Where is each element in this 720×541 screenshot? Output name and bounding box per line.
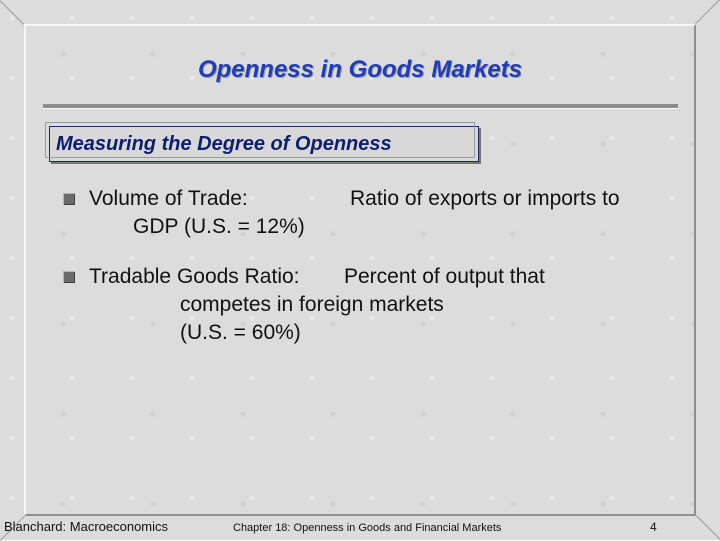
bullet-2-definition: Percent of output that xyxy=(344,265,545,288)
page-number: 4 xyxy=(650,520,657,534)
corner-bevel-top-right xyxy=(695,0,720,25)
title-underline xyxy=(43,104,678,108)
bullet-2-term: Tradable Goods Ratio: xyxy=(89,265,300,288)
bullet-1-definition: Ratio of exports or imports to xyxy=(350,187,620,210)
footer-chapter: Chapter 18: Openness in Goods and Financ… xyxy=(233,522,502,534)
corner-bevel-bottom-right xyxy=(695,515,720,540)
subtitle-box xyxy=(45,122,479,162)
slide-subtitle: Measuring the Degree of Openness xyxy=(56,133,392,155)
corner-bevel-top-left xyxy=(0,0,25,25)
bullet-2-continuation-2: (U.S. = 60%) xyxy=(180,321,301,344)
bullet-2-continuation-1: competes in foreign markets xyxy=(180,293,444,316)
bullet-1-continuation: GDP (U.S. = 12%) xyxy=(133,215,305,238)
slide-title: Openness in Goods Markets xyxy=(197,56,523,83)
bullet-square-icon xyxy=(63,193,75,205)
slide-inner-border xyxy=(24,24,696,516)
bullet-1-term: Volume of Trade: xyxy=(89,187,248,210)
bullet-square-icon xyxy=(63,271,75,283)
footer-book: Blanchard: Macroeconomics xyxy=(4,519,169,534)
